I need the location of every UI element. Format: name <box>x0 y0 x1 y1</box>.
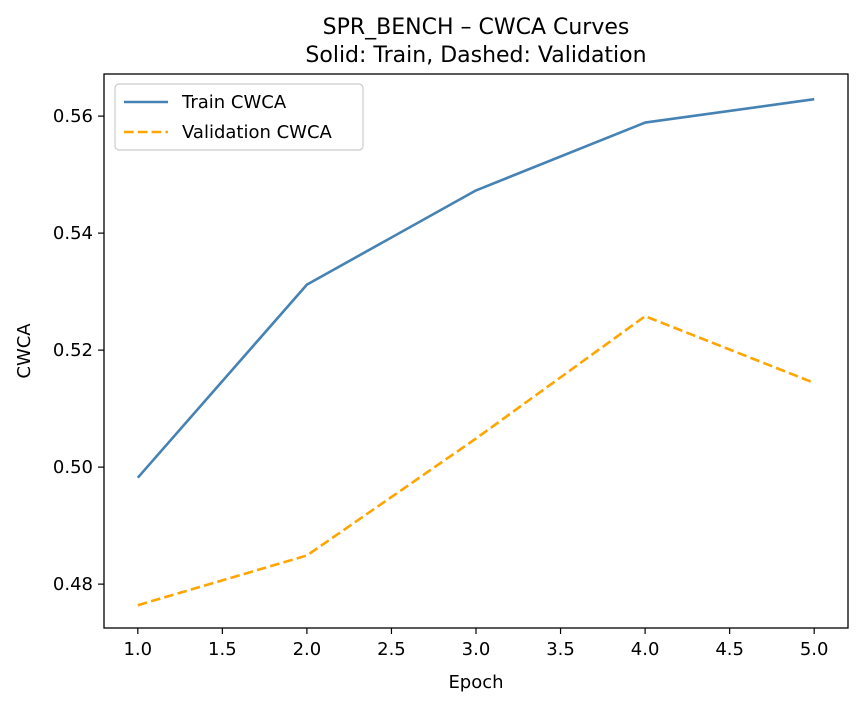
x-tick-label: 4.0 <box>631 639 660 660</box>
chart-title: SPR_BENCH – CWCA Curves <box>323 15 630 40</box>
x-tick-label: 4.5 <box>715 639 744 660</box>
y-tick-label: 0.52 <box>53 340 93 361</box>
x-tick-label: 3.5 <box>546 639 575 660</box>
x-tick-label: 5.0 <box>800 639 829 660</box>
chart-subtitle: Solid: Train, Dashed: Validation <box>305 43 646 68</box>
y-axis: 0.48 0.50 0.52 0.54 0.56 <box>53 106 104 595</box>
x-axis-label: Epoch <box>448 672 503 693</box>
legend: Train CWCA Validation CWCA <box>114 83 364 151</box>
x-tick-label: 1.5 <box>208 639 237 660</box>
legend-label-train: Train CWCA <box>181 92 287 113</box>
y-tick-label: 0.56 <box>53 106 93 127</box>
x-axis: 1.0 1.5 2.0 2.5 3.0 3.5 4.0 4.5 5.0 <box>123 628 829 660</box>
x-tick-label: 2.5 <box>377 639 406 660</box>
plot-area-frame <box>103 73 849 629</box>
y-tick-label: 0.48 <box>53 574 93 595</box>
legend-label-validation: Validation CWCA <box>182 122 333 143</box>
series-layer <box>136 97 815 607</box>
series-line-train <box>136 97 815 479</box>
x-tick-label: 2.0 <box>293 639 322 660</box>
x-tick-label: 1.0 <box>123 639 152 660</box>
x-tick-label: 3.0 <box>462 639 491 660</box>
y-axis-label: CWCA <box>14 323 35 379</box>
series-line-validation <box>137 314 815 607</box>
legend-box <box>114 83 364 151</box>
y-tick-label: 0.50 <box>53 457 93 478</box>
y-tick-label: 0.54 <box>53 223 93 244</box>
